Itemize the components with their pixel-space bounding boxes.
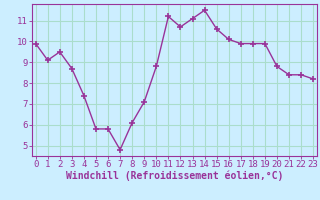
X-axis label: Windchill (Refroidissement éolien,°C): Windchill (Refroidissement éolien,°C) — [66, 171, 283, 181]
